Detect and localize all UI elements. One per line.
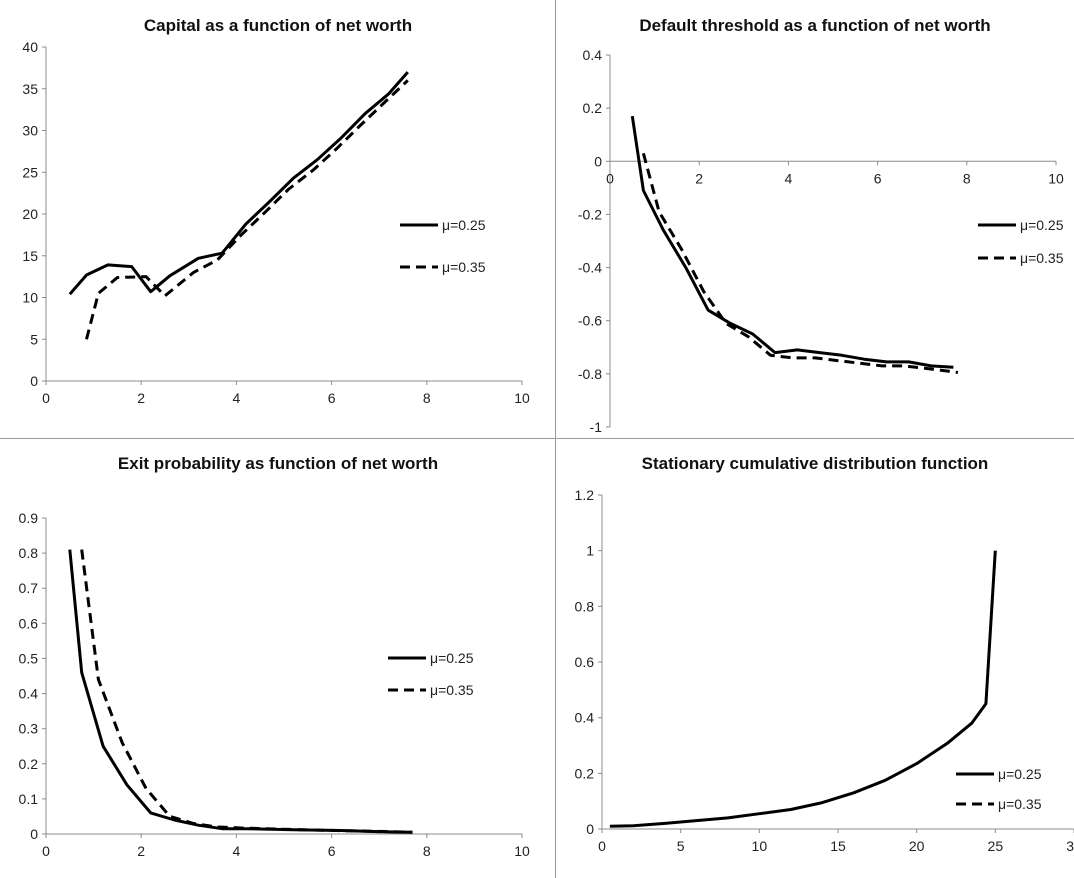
y-tick-label: 5 xyxy=(30,331,38,347)
y-tick-label: 0 xyxy=(30,373,38,389)
x-tick-label: 10 xyxy=(514,390,530,406)
x-tick-label: 25 xyxy=(988,838,1004,854)
legend-label: μ=0.35 xyxy=(430,682,474,698)
y-tick-label: -0.2 xyxy=(578,206,602,222)
legend-label: μ=0.25 xyxy=(1020,217,1064,233)
y-tick-label: 25 xyxy=(22,164,38,180)
y-tick-label: 0.9 xyxy=(19,510,39,526)
y-tick-label: 0 xyxy=(30,826,38,842)
series-line-mu-0-35 xyxy=(80,549,413,834)
vertical-divider xyxy=(555,0,556,878)
x-tick-label: 2 xyxy=(137,390,145,406)
x-tick-label: 2 xyxy=(137,843,145,859)
series-line-mu-0-25 xyxy=(68,71,409,296)
chart-title: Stationary cumulative distribution funct… xyxy=(641,454,989,473)
chart-title: Capital as a function of net worth xyxy=(143,16,413,35)
y-tick-label: 0.6 xyxy=(575,654,595,670)
y-tick-label: 0.6 xyxy=(19,615,39,631)
legend-label: μ=0.25 xyxy=(430,650,474,666)
y-tick-label: 10 xyxy=(22,290,38,306)
x-tick-label: 0 xyxy=(42,390,50,406)
chart-title: Default threshold as a function of net w… xyxy=(639,16,991,35)
chart-panel-default-threshold: Default threshold as a function of net w… xyxy=(556,0,1074,438)
x-tick-label: 8 xyxy=(423,390,431,406)
x-tick-label: 20 xyxy=(909,838,925,854)
y-tick-label: 40 xyxy=(22,39,38,55)
y-tick-label: 0.4 xyxy=(583,47,603,63)
x-tick-label: 8 xyxy=(423,843,431,859)
legend-label: μ=0.35 xyxy=(1020,250,1064,266)
x-tick-label: 10 xyxy=(514,843,530,859)
y-tick-label: -0.4 xyxy=(578,260,602,276)
x-tick-label: 6 xyxy=(328,390,336,406)
y-tick-label: -1 xyxy=(590,419,603,435)
y-tick-label: 0.1 xyxy=(19,791,39,807)
x-tick-label: 5 xyxy=(677,838,685,854)
y-tick-label: -0.8 xyxy=(578,366,602,382)
x-tick-label: 15 xyxy=(830,838,846,854)
series-line-mu-0-25 xyxy=(68,549,413,834)
y-tick-label: 0.7 xyxy=(19,580,39,596)
y-tick-label: 0.4 xyxy=(19,686,39,702)
y-tick-label: 0.2 xyxy=(575,765,595,781)
legend-label: μ=0.35 xyxy=(998,796,1042,812)
x-tick-label: 30 xyxy=(1066,838,1074,854)
x-tick-label: 10 xyxy=(1048,170,1064,186)
y-tick-label: -0.6 xyxy=(578,313,602,329)
x-tick-label: 0 xyxy=(42,843,50,859)
y-tick-label: 0 xyxy=(594,153,602,169)
y-tick-label: 15 xyxy=(22,248,38,264)
y-tick-label: 0 xyxy=(586,821,594,837)
x-tick-label: 8 xyxy=(963,170,971,186)
chart-title: Exit probability as function of net wort… xyxy=(117,454,439,473)
y-tick-label: 0.3 xyxy=(19,721,39,737)
y-tick-label: 0.4 xyxy=(575,710,595,726)
y-tick-label: 1 xyxy=(586,543,594,559)
x-tick-label: 4 xyxy=(233,843,241,859)
y-tick-label: 0.8 xyxy=(575,598,595,614)
y-tick-label: 1.2 xyxy=(575,487,595,503)
x-tick-label: 6 xyxy=(874,170,882,186)
legend-label: μ=0.25 xyxy=(442,217,486,233)
series-line-mu-0-25 xyxy=(609,550,997,828)
y-tick-label: 0.5 xyxy=(19,650,39,666)
x-tick-label: 0 xyxy=(598,838,606,854)
x-tick-label: 10 xyxy=(752,838,768,854)
chart-svg: 0 0.1 0.2 0.3 0.4 0.5 0.6 0.7 0.8 0.9 0 2 4 6 8 10 μ=0.2… xyxy=(19,510,530,859)
legend-label: μ=0.35 xyxy=(442,259,486,275)
series-line-mu-0-35 xyxy=(85,79,409,340)
y-tick-label: 20 xyxy=(22,206,38,222)
y-tick-label: 0.2 xyxy=(583,100,603,116)
x-tick-label: 4 xyxy=(233,390,241,406)
y-tick-label: 0.8 xyxy=(19,545,39,561)
y-tick-label: 0.2 xyxy=(19,756,39,772)
chart-panel-capital: Capital as a function of net worth 0 5 10 1… xyxy=(0,0,556,438)
y-tick-label: 30 xyxy=(22,123,38,139)
legend-label: μ=0.25 xyxy=(998,766,1042,782)
chart-svg: -1 -0.8 -0.6 -0.4 -0.2 0 0.2 0.4 0 2 4 6 8 10 μ=0.25 μ=… xyxy=(578,47,1064,435)
chart-svg: 0 0.2 0.4 0.6 0.8 1 1.2 0 5 10 15 20 25 30 μ=0.25 μ=0.3… xyxy=(575,487,1074,854)
y-tick-label: 35 xyxy=(22,81,38,97)
series-line-mu-0-25 xyxy=(630,115,954,369)
chart-panel-stationary-cdf: Stationary cumulative distribution funct… xyxy=(556,438,1074,878)
x-tick-label: 6 xyxy=(328,843,336,859)
chart-panel-exit-probability: Exit probability as function of net wort… xyxy=(0,438,556,878)
series-line-mu-0-35 xyxy=(641,152,959,374)
x-tick-label: 2 xyxy=(695,170,703,186)
x-tick-label: 0 xyxy=(606,170,614,186)
horizontal-divider xyxy=(0,438,1074,439)
x-tick-label: 4 xyxy=(785,170,793,186)
chart-svg: 0 5 10 15 20 25 30 35 40 0 2 4 6 8 10 μ=0.25 μ=0.35 xyxy=(22,39,530,406)
